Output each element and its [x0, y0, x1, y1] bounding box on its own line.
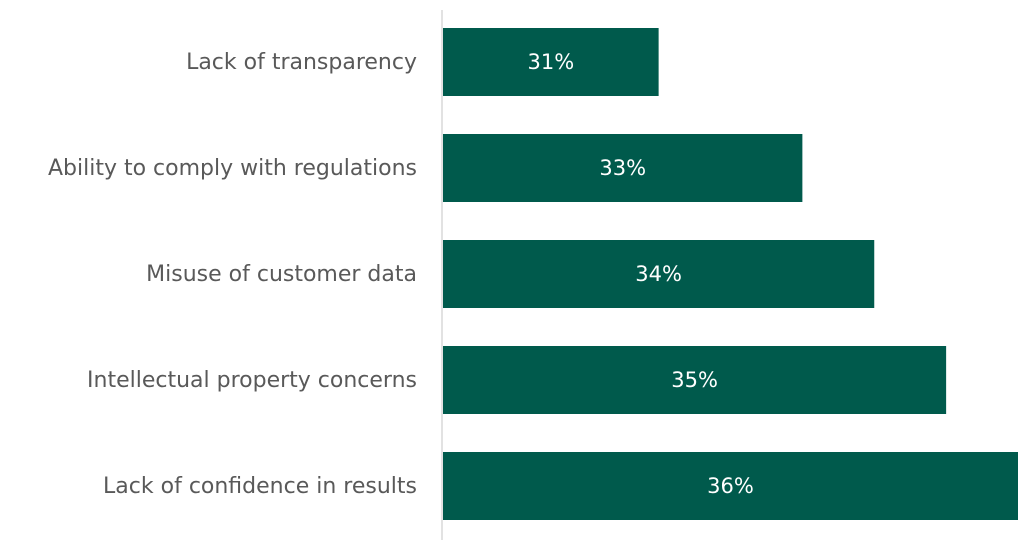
- bar: [443, 28, 659, 96]
- data-label: 31%: [527, 50, 574, 74]
- category-label: Lack of transparency: [186, 50, 417, 75]
- category-label: Ability to comply with regulations: [48, 156, 417, 181]
- data-label: 34%: [635, 262, 682, 286]
- data-label: 35%: [671, 368, 718, 392]
- data-label: 33%: [599, 156, 646, 180]
- bar: [443, 452, 1018, 520]
- category-label: Lack of confidence in results: [103, 474, 417, 499]
- category-label: Misuse of customer data: [146, 262, 417, 287]
- data-label: 36%: [707, 474, 754, 498]
- category-label: Intellectual property concerns: [87, 368, 417, 393]
- bar: [443, 240, 875, 308]
- bar: [443, 134, 803, 202]
- bar: [443, 346, 947, 414]
